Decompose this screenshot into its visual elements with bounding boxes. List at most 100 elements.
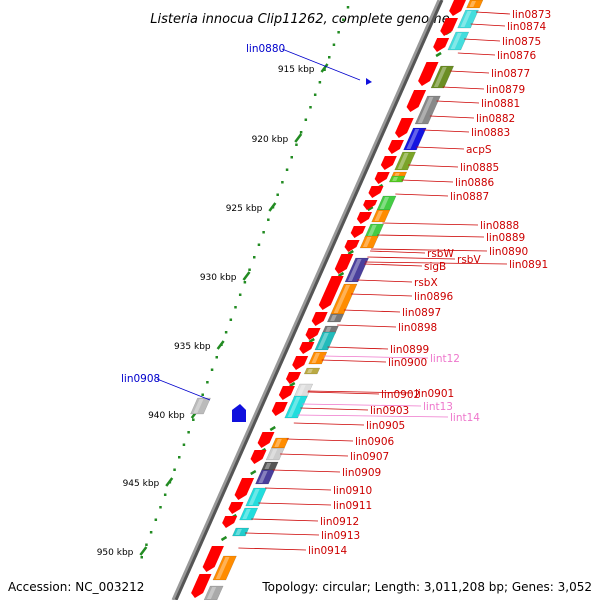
gene-label[interactable]: lin0891	[509, 259, 548, 271]
gene-arrow	[368, 186, 384, 198]
gene-arrow	[380, 156, 397, 170]
gene-label[interactable]: lin0885	[460, 162, 499, 174]
feature-track	[190, 0, 484, 600]
gene-arrow	[257, 432, 275, 448]
gene-label[interactable]: rsbX	[414, 277, 438, 289]
gene-block	[344, 257, 370, 283]
gene-arrow	[350, 226, 366, 238]
gene-label[interactable]: lin0888	[480, 220, 519, 232]
gene-arrow	[271, 402, 288, 416]
gene-label[interactable]: rsbW	[427, 248, 454, 260]
gene-label[interactable]: lin0905	[366, 420, 405, 432]
gene-block	[308, 351, 328, 365]
gene-block	[303, 367, 321, 375]
gene-arrow	[356, 212, 373, 224]
gene-label[interactable]: lint14	[450, 412, 480, 424]
gene-label[interactable]: lin0877	[491, 68, 530, 80]
gene-arrow	[250, 450, 267, 464]
gene-label[interactable]: lin0882	[476, 113, 515, 125]
accession-label: Accession: NC_003212	[8, 580, 145, 594]
gene-block	[364, 223, 385, 239]
gene-label[interactable]: lin0873	[512, 9, 551, 21]
gene-label[interactable]: sigB	[424, 261, 446, 273]
gene-arrow	[228, 502, 244, 514]
gene-arrow	[344, 240, 360, 252]
scale-tick	[320, 63, 329, 73]
gene-block	[212, 555, 237, 581]
gene-label[interactable]: lin0910	[333, 485, 372, 497]
gene-label[interactable]: rsbV	[457, 254, 481, 266]
gene-label[interactable]: lin0899	[390, 344, 429, 356]
scale-tick	[165, 477, 174, 487]
scale-label: 925 kbp	[226, 204, 263, 214]
gene-label[interactable]: lin0881	[481, 98, 520, 110]
gene-arrow	[387, 140, 404, 154]
gene-label[interactable]: lin0913	[321, 530, 360, 542]
gene-arrow	[232, 404, 246, 422]
gene-block	[371, 209, 391, 223]
gene-label[interactable]: lin0897	[402, 307, 441, 319]
gene-block	[190, 397, 211, 415]
scale-label: 935 kbp	[174, 342, 211, 352]
gene-block	[314, 331, 337, 351]
gene-label[interactable]: lint13	[423, 401, 453, 413]
gene-label[interactable]: lin0914	[308, 545, 348, 557]
gene-label[interactable]: lin0912	[320, 516, 359, 528]
gene-block	[457, 9, 479, 29]
gene-label[interactable]: lin0886	[455, 177, 495, 189]
scale-tick	[294, 133, 303, 143]
gene-label[interactable]: lin0906	[355, 436, 395, 448]
scale-label: 945 kbp	[123, 479, 160, 489]
gene-label[interactable]: lin0903	[370, 405, 409, 417]
gene-label[interactable]: lin0880	[246, 43, 285, 55]
gene-arrow	[334, 254, 354, 274]
gene-block	[231, 527, 250, 537]
gene-label[interactable]: lin0896	[414, 291, 454, 303]
gene-label[interactable]: lin0907	[350, 451, 389, 463]
gene-label[interactable]: lin0909	[342, 467, 381, 479]
gene-block	[394, 151, 416, 171]
scale-label: 950 kbp	[97, 548, 134, 558]
scale-track: 915 kbp 920 kbp 925 kbp 930 kbp 935 kbp 940 k…	[97, 6, 462, 586]
gene-arrow	[202, 546, 224, 572]
gene-block	[255, 469, 276, 485]
scale-tick	[268, 202, 277, 212]
scale-tick	[139, 546, 148, 556]
gene-arrow	[285, 372, 302, 384]
map-title: Listeria innocua Clip11262, complete gen…	[150, 12, 449, 27]
gene-label[interactable]: lin0887	[450, 191, 489, 203]
gene-label[interactable]: lin0902	[381, 389, 420, 401]
gene-arrow	[222, 516, 238, 528]
gene-arrow	[363, 200, 378, 210]
gene-block	[293, 383, 314, 399]
gene-arrow	[406, 90, 427, 112]
gene-block	[284, 395, 308, 419]
gene-label[interactable]: lin0908	[121, 373, 160, 385]
scale-label: 915 kbp	[278, 65, 315, 75]
gene-label[interactable]: lin0890	[489, 246, 528, 258]
gene-label[interactable]: lin0901	[415, 388, 454, 400]
gene-label[interactable]: lint12	[430, 353, 460, 365]
gene-label[interactable]: acpS	[466, 144, 492, 156]
gene-arrow	[395, 118, 414, 138]
gene-label[interactable]: lin0898	[398, 322, 437, 334]
gene-label[interactable]: lin0911	[333, 500, 372, 512]
gene-block	[203, 585, 224, 600]
gene-label[interactable]: lin0889	[486, 232, 525, 244]
gene-block	[414, 95, 441, 125]
gene-label[interactable]: lin0876	[497, 50, 537, 62]
gene-block	[265, 447, 285, 461]
gene-label[interactable]: lin0900	[388, 357, 427, 369]
gene-block	[239, 507, 259, 521]
scale-tick	[242, 271, 251, 281]
gene-label[interactable]: lin0879	[486, 84, 525, 96]
gene-block	[403, 127, 427, 151]
gene-arrow	[278, 386, 295, 400]
gene-label[interactable]: lin0883	[471, 127, 510, 139]
gene-label[interactable]: lin0875	[502, 36, 541, 48]
gene-label[interactable]: lin0874	[507, 21, 547, 33]
gene-arrow	[299, 342, 315, 354]
scale-label: 920 kbp	[252, 135, 289, 145]
